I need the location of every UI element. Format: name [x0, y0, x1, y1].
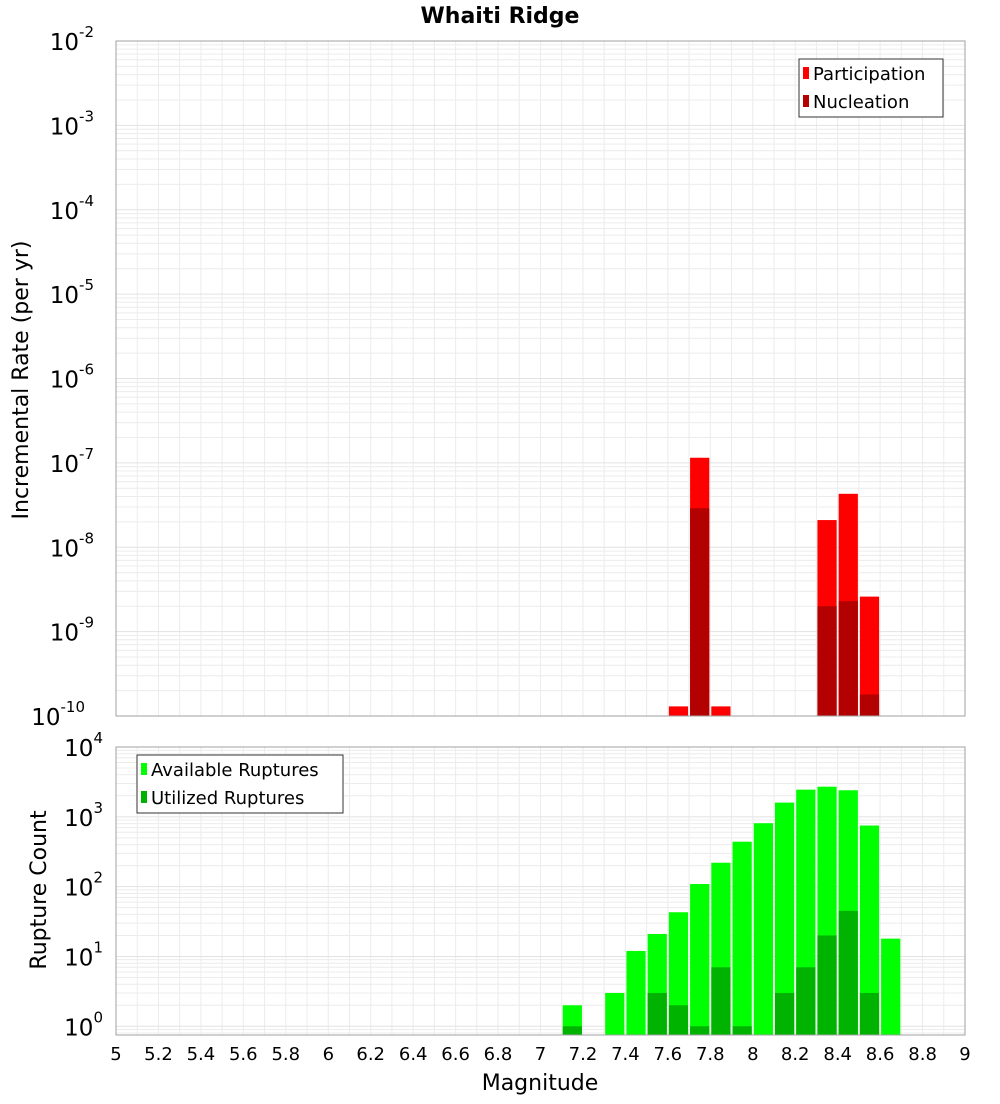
count-bar [732, 841, 752, 1035]
rate-grid [115, 41, 966, 717]
count-plot-frame [115, 746, 966, 1036]
x-tick-label: 8.4 [823, 1044, 852, 1065]
rate-series-secondary [690, 508, 880, 716]
count-bar [690, 1026, 710, 1035]
y-tick-label: 10-4 [50, 192, 94, 225]
chart-title: Whaiti Ridge [421, 4, 580, 29]
rate-legend: Participation Nucleation [798, 58, 944, 118]
x-tick-label: 9 [959, 1044, 970, 1065]
legend-swatch [803, 67, 809, 79]
legend-swatch [803, 95, 809, 107]
count-bar [817, 935, 837, 1035]
count-legend-box [136, 754, 344, 814]
x-tick-label: 5.2 [144, 1044, 173, 1065]
count-bar [647, 992, 667, 1035]
y-tick-label: 102 [64, 869, 103, 902]
rate-bar [668, 706, 689, 716]
y-tick-label: 104 [64, 729, 103, 762]
count-bar [881, 938, 901, 1035]
x-tick-label: 6.4 [399, 1044, 428, 1065]
count-bar [605, 992, 625, 1035]
x-tick-label: 6.8 [484, 1044, 513, 1065]
y-tick-label: 103 [64, 799, 103, 832]
x-tick-label: 8 [747, 1044, 758, 1065]
legend-swatch [141, 791, 147, 803]
x-axis-label: Magnitude [482, 1071, 599, 1096]
x-tick-label: 6.6 [441, 1044, 470, 1065]
count-y-axis-label: Rupture Count [27, 810, 52, 970]
legend-label: Participation [813, 64, 925, 85]
rate-legend-box [798, 58, 944, 118]
y-tick-label: 10-7 [50, 445, 94, 478]
count-bar [753, 823, 773, 1035]
count-panel: 104 103 102 101 100 5 5.2 5.4 5.6 5.8 6 6.2 6.4 6.6 6.… [64, 729, 971, 1065]
y-tick-label: 10-5 [50, 276, 94, 309]
x-tick-label: 7.6 [653, 1044, 682, 1065]
x-tick-label: 8.6 [866, 1044, 895, 1065]
rate-y-ticks: 10-2 10-3 10-4 10-5 10-6 10-7 10-8 10-9 10-10 [31, 23, 94, 731]
count-y-ticks: 104 103 102 101 100 [64, 729, 103, 1041]
count-series-secondary [562, 910, 880, 1035]
rate-bar [838, 601, 858, 716]
rate-bar [711, 706, 731, 716]
x-tick-label: 6.2 [356, 1044, 385, 1065]
x-ticks: 5 5.2 5.4 5.6 5.8 6 6.2 6.4 6.6 6.8 7 7.2 7.4 7.6 7.8 8… [110, 1044, 970, 1065]
x-tick-label: 8.8 [908, 1044, 937, 1065]
x-tick-label: 7 [535, 1044, 546, 1065]
count-bar [774, 992, 795, 1035]
y-tick-label: 10-3 [50, 107, 94, 140]
x-tick-label: 7.4 [611, 1044, 640, 1065]
count-bar [859, 825, 880, 1035]
rate-panel: 10-2 10-3 10-4 10-5 10-6 10-7 10-8 10-9 10-10 Par… [31, 23, 966, 731]
count-bar [838, 910, 858, 1035]
count-bar [859, 992, 880, 1035]
rate-y-axis-label: Incremental Rate (per yr) [9, 241, 34, 520]
rate-bar [690, 508, 710, 716]
count-bar [796, 967, 816, 1035]
x-tick-label: 7.2 [569, 1044, 598, 1065]
x-tick-label: 5.6 [229, 1044, 258, 1065]
count-bar [711, 967, 731, 1035]
count-bar [626, 950, 646, 1035]
x-tick-label: 5 [110, 1044, 121, 1065]
x-tick-label: 6 [323, 1044, 334, 1065]
count-legend: Available Ruptures Utilized Ruptures [136, 754, 344, 814]
y-tick-label: 101 [64, 939, 103, 972]
y-tick-label: 10-9 [50, 614, 94, 647]
y-tick-label: 10-8 [50, 529, 94, 562]
legend-label: Utilized Ruptures [151, 788, 304, 809]
count-bar [774, 802, 795, 1035]
y-tick-label: 10-10 [31, 698, 85, 731]
rate-bar [859, 596, 880, 716]
x-tick-label: 8.2 [781, 1044, 810, 1065]
rate-bar [817, 606, 837, 716]
legend-swatch [141, 763, 147, 775]
y-tick-label: 10-6 [50, 361, 94, 394]
count-bar [562, 1026, 582, 1035]
rate-bar [859, 694, 880, 716]
count-bar [668, 1005, 689, 1035]
count-bar [732, 1026, 752, 1035]
x-tick-label: 5.8 [271, 1044, 300, 1065]
count-bar [668, 912, 689, 1035]
count-bar [690, 884, 710, 1035]
y-tick-label: 100 [64, 1008, 103, 1041]
y-tick-label: 10-2 [50, 23, 94, 56]
legend-label: Nucleation [813, 92, 909, 113]
rate-plot-frame [115, 40, 966, 717]
legend-label: Available Ruptures [151, 760, 319, 781]
x-tick-label: 7.8 [696, 1044, 725, 1065]
x-tick-label: 5.4 [187, 1044, 216, 1065]
